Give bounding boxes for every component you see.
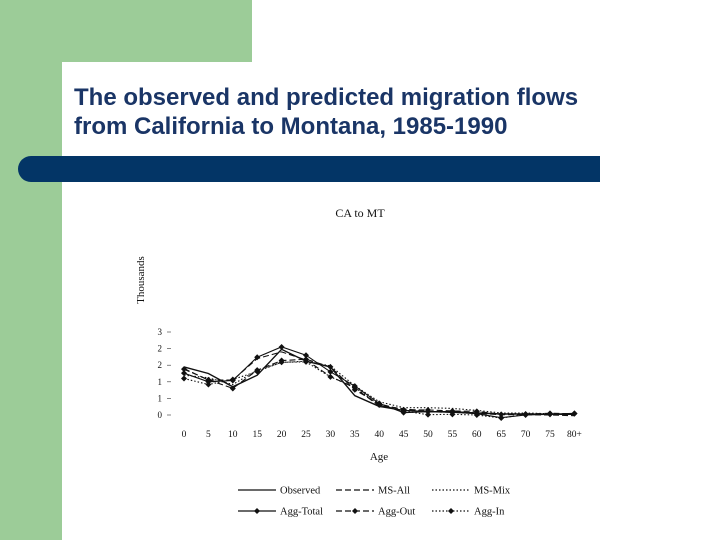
x-axis-ticks: 0 5 10 15 20 25 30 35 40 45 50 55 60 65 70 75 80+	[182, 430, 582, 440]
legend-marker	[254, 508, 260, 514]
data-point	[327, 363, 334, 370]
data-point	[181, 370, 187, 377]
data-point	[376, 402, 383, 409]
legend-marker	[448, 508, 454, 514]
x-tick-label: 55	[448, 430, 458, 440]
chart-legend: Observed MS-All MS-Mix Agg-Total Agg-Out Agg-…	[238, 486, 511, 518]
content-panel	[62, 62, 720, 540]
y-tick-label: 0	[158, 410, 163, 420]
chart-title: CA to MT	[335, 206, 385, 220]
data-point	[278, 359, 285, 366]
title-rule	[18, 156, 600, 182]
x-tick-label: 60	[472, 430, 482, 440]
data-point	[473, 412, 480, 418]
y-tick-label: 1	[158, 393, 163, 403]
data-point	[181, 375, 187, 382]
data-point	[425, 411, 431, 418]
data-point	[229, 385, 236, 392]
x-tick-label: 75	[545, 430, 555, 440]
x-tick-label: 65	[496, 430, 506, 440]
y-tick-label: 2	[158, 344, 163, 354]
x-tick-label: 25	[301, 430, 311, 440]
data-point	[327, 368, 334, 375]
data-point	[327, 373, 334, 380]
top-accent-bar	[0, 0, 252, 62]
legend-label: Agg-Out	[378, 507, 415, 518]
y-tick-label: 1	[158, 377, 163, 387]
y-axis-ticks: 0 1 1 2 2 3	[158, 327, 171, 420]
data-point	[498, 414, 505, 421]
left-accent-bar	[0, 0, 62, 540]
x-tick-label: 35	[350, 430, 360, 440]
data-point	[303, 358, 309, 365]
data-point	[498, 411, 505, 418]
data-point	[400, 408, 407, 415]
data-point	[278, 343, 285, 350]
x-tick-label: 70	[521, 430, 531, 440]
data-point	[473, 408, 480, 415]
data-point	[229, 376, 236, 383]
x-tick-label: 15	[252, 430, 262, 440]
y-tick-label: 3	[158, 327, 163, 337]
x-tick-label: 5	[206, 430, 211, 440]
slide-title-line-1: The observed and predicted migration flo…	[74, 84, 579, 111]
data-point	[181, 366, 187, 373]
series-markers	[181, 343, 578, 421]
x-tick-label: 80+	[567, 430, 582, 440]
slide-title: The observed and predicted migration flo…	[74, 83, 694, 141]
x-tick-label: 20	[277, 430, 287, 440]
x-axis-label: Age	[370, 451, 388, 463]
data-point	[449, 411, 456, 418]
data-point	[522, 411, 529, 418]
data-point	[254, 368, 261, 375]
legend-label: Agg-Total	[280, 507, 323, 518]
data-point	[303, 352, 309, 359]
legend-label: Observed	[280, 486, 321, 497]
data-point	[425, 407, 431, 414]
data-point	[351, 384, 358, 391]
slide-title-line-2: from California to Montana, 1985-1990	[74, 113, 508, 140]
y-axis-label: Thousands	[135, 256, 147, 304]
series-line-agg-in	[183, 361, 575, 419]
data-point	[449, 408, 456, 415]
x-tick-label: 40	[374, 430, 384, 440]
legend-label: Agg-In	[474, 507, 505, 518]
data-point	[205, 381, 212, 388]
x-tick-label: 0	[182, 430, 187, 440]
x-tick-label: 45	[399, 430, 409, 440]
legend-label: MS-All	[378, 486, 410, 497]
data-point	[571, 410, 578, 417]
y-tick-label: 2	[158, 360, 163, 370]
migration-line-chart: CA to MT Thousands Age 0 1 1 2 2 3 0 5 10 15 20 25…	[135, 206, 582, 518]
data-point	[205, 376, 212, 383]
x-tick-label: 50	[423, 430, 433, 440]
x-tick-label: 30	[326, 430, 336, 440]
legend-marker	[352, 508, 358, 514]
legend-label: MS-Mix	[474, 486, 511, 497]
data-point	[254, 354, 261, 361]
x-tick-label: 10	[228, 430, 238, 440]
data-point	[547, 411, 553, 418]
